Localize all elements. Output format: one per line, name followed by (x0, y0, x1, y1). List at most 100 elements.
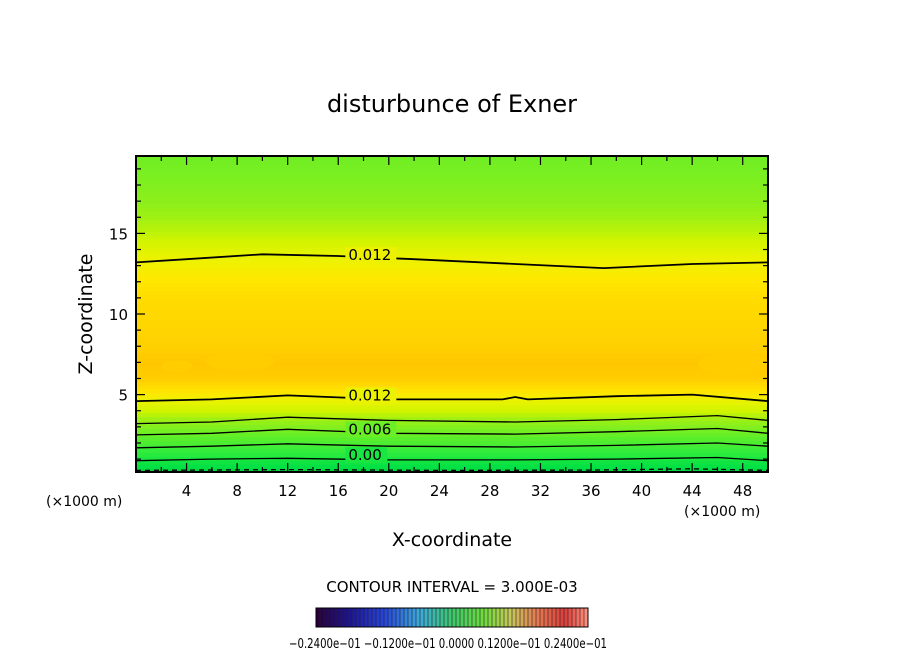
colorbar-swatch (464, 608, 469, 627)
colorbar-swatch (396, 608, 401, 627)
x-tick-label: 4 (182, 482, 192, 500)
contour-fill-band (136, 329, 768, 335)
contour-fill-band (136, 432, 768, 438)
colorbar-swatch (540, 608, 545, 627)
colorbar-swatch (384, 608, 389, 627)
colorbar-swatch (580, 608, 585, 627)
x-tick-label: 16 (329, 482, 348, 500)
contour-fill-band (136, 207, 768, 212)
contour-label-bg (345, 247, 397, 264)
colorbar-swatch (332, 608, 337, 627)
colorbar-swatch (492, 608, 497, 627)
contour-label: 0.012 (348, 386, 391, 404)
colorbar-swatch (404, 608, 409, 627)
contour-fill-band (136, 333, 768, 339)
contour-fill-band (136, 294, 768, 299)
contour-fill-band (136, 286, 768, 291)
colorbar-swatch (472, 608, 477, 627)
contour-label: 0.006 (348, 420, 391, 438)
y-tick-label: 15 (109, 225, 128, 243)
x-tick-label: 44 (683, 482, 702, 500)
chart-title: disturbunce of Exner (327, 90, 577, 118)
colorbar-swatch (572, 608, 577, 627)
colorbar-swatch (368, 608, 373, 627)
contour-labels: 0.012 0.012 0.006 0.00 (345, 246, 397, 464)
contour-fill-band (136, 159, 768, 165)
colorbar-swatch (476, 608, 481, 627)
contour-fill-band (136, 235, 768, 240)
colorbar-swatch (360, 608, 365, 627)
colorbar-swatch (448, 608, 453, 627)
colorbar-swatch (356, 608, 361, 627)
colorbar-swatch (516, 608, 521, 627)
contour-line (136, 442, 768, 449)
y-axis-label: Z-coordinate (75, 254, 97, 375)
contour-fill-band (136, 191, 768, 197)
colorbar-swatch (336, 608, 341, 627)
contour-fill-band (136, 167, 768, 173)
contour-fill-patch (698, 352, 768, 376)
contour-fill-band (136, 377, 768, 382)
contour-fill-band (136, 408, 768, 414)
colorbar-swatch (504, 608, 509, 627)
contour-fill-band (136, 156, 768, 161)
contour-label: 0.012 (348, 246, 391, 264)
contour-fill-band (136, 195, 768, 201)
contour-fill-band (136, 219, 768, 224)
colorbar-swatch (416, 608, 421, 627)
contour-line (136, 393, 768, 402)
colorbar-swatch (488, 608, 493, 627)
contour-fill-band (136, 215, 768, 220)
contour-fill-band (136, 353, 768, 359)
colorbar-swatch (400, 608, 405, 627)
contour-fill-band (136, 298, 768, 303)
colorbar-swatch (484, 608, 489, 627)
colorbar (315, 607, 589, 628)
colorbar-swatch (320, 608, 325, 627)
contour-fill-band (136, 440, 768, 445)
contour-fill-band (136, 270, 768, 276)
colorbar-swatch (552, 608, 557, 627)
contour-fill-band (136, 448, 768, 453)
contour-line (136, 414, 768, 425)
colorbar-swatch (344, 608, 349, 627)
contour-fill-band (136, 464, 768, 469)
colorbar-swatch (520, 608, 525, 627)
colorbar-swatch (460, 608, 465, 627)
contour-label: 0.00 (348, 446, 381, 464)
x-tick-label: 28 (480, 482, 499, 500)
contour-fill-band (136, 424, 768, 430)
contour-fill-band (136, 175, 768, 181)
contour-fill-band (136, 345, 768, 351)
colorbar-swatch (392, 608, 397, 627)
colorbar-swatch (328, 608, 333, 627)
contour-fill-band (136, 400, 768, 406)
contour-label-bg (345, 447, 388, 464)
contour-fill-band (136, 325, 768, 331)
contour-fill-band (136, 211, 768, 216)
contour-fill-band (136, 317, 768, 323)
colorbar-swatch (444, 608, 449, 627)
contour-fill-band (136, 290, 768, 295)
contour-fill-band (136, 404, 768, 410)
contour-fill-band (136, 341, 768, 347)
colorbar-swatch (428, 608, 433, 627)
colorbar-swatch (440, 608, 445, 627)
contour-fill-band (136, 393, 768, 398)
contour-fill-band (136, 246, 768, 252)
contour-fill-band (136, 199, 768, 204)
contour-fill-band (136, 179, 768, 185)
contour-fill-band (136, 381, 768, 386)
x-tick-label: 12 (278, 482, 297, 500)
colorbar-swatch (352, 608, 357, 627)
colorbar-swatch (500, 608, 505, 627)
contour-label-bg (345, 387, 397, 404)
contour-fill-band (136, 250, 768, 256)
contour-fill-band (136, 456, 768, 461)
contour-fill-band (136, 274, 768, 280)
x-tick-label: 20 (379, 482, 398, 500)
colorbar-swatch (576, 608, 581, 627)
colorbar-swatch (452, 608, 457, 627)
colorbar-swatch (372, 608, 377, 627)
